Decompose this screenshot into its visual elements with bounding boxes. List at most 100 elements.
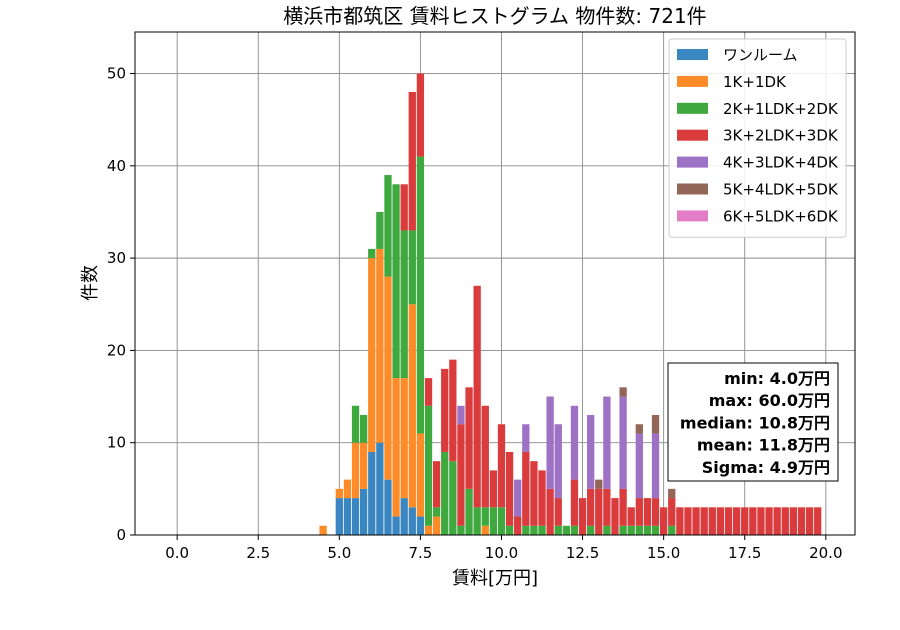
bar-segment xyxy=(765,507,773,535)
bar-segment xyxy=(554,498,562,526)
bar-segment xyxy=(351,498,360,535)
bar-segment xyxy=(587,415,595,489)
bar-segment xyxy=(676,507,684,535)
bar-segment xyxy=(473,285,481,508)
bar-segment xyxy=(400,184,408,231)
bar-segment xyxy=(465,488,473,535)
bar-segment xyxy=(416,156,425,434)
bar-segment xyxy=(546,396,554,489)
bar-segment xyxy=(546,488,554,535)
y-tick-label: 30 xyxy=(107,249,126,267)
bar-segment xyxy=(595,479,603,489)
bar-segment xyxy=(376,248,384,443)
bar-segment xyxy=(741,507,749,535)
bar-segment xyxy=(481,525,489,535)
bar-segment xyxy=(530,461,538,526)
bar-segment xyxy=(611,498,619,535)
bar-segment xyxy=(497,424,506,508)
bar-segment xyxy=(619,387,627,397)
bar-segment xyxy=(684,507,692,535)
bar-segment xyxy=(619,525,627,535)
legend-label: 1K+1DK xyxy=(723,73,787,91)
stats-line: min: 4.0万円 xyxy=(724,369,830,388)
bar-segment xyxy=(441,368,449,452)
bar-segment xyxy=(368,248,376,259)
bar-segment xyxy=(424,378,433,406)
bar-segment xyxy=(587,488,595,526)
legend-swatch xyxy=(677,75,708,87)
bar-segment xyxy=(635,424,643,434)
bar-segment xyxy=(554,525,562,535)
bar-segment xyxy=(489,507,498,535)
legend-swatch xyxy=(677,129,708,141)
legend-swatch xyxy=(677,183,708,195)
x-axis-title: 賃料[万円] xyxy=(452,568,538,589)
bar-segment xyxy=(700,507,708,535)
bar-segment xyxy=(724,507,733,535)
y-tick-label: 10 xyxy=(107,434,126,452)
bar-segment xyxy=(668,525,676,535)
bar-segment xyxy=(400,378,408,499)
x-tick-label: 0.0 xyxy=(165,544,189,562)
y-axis-ticks: 0 10 20 30 40 50 xyxy=(107,65,135,544)
bar-segment xyxy=(457,525,465,535)
bar-segment xyxy=(781,507,789,535)
chart-title: 横浜市都筑区 賃料ヒストグラム 物件数: 721件 xyxy=(283,4,706,28)
bar-segment xyxy=(660,507,668,535)
stats-line: median: 10.8万円 xyxy=(680,413,830,432)
y-tick-label: 40 xyxy=(107,157,126,175)
bar-segment xyxy=(319,525,327,535)
bar-segment xyxy=(668,498,676,526)
histogram-bars xyxy=(319,73,822,535)
legend-label: ワンルーム xyxy=(723,46,798,64)
bar-segment xyxy=(651,498,660,526)
x-tick-label: 20.0 xyxy=(809,544,842,562)
bar-segment xyxy=(635,498,643,526)
bar-segment xyxy=(408,507,416,535)
bar-segment xyxy=(562,525,570,535)
stats-line: Sigma: 4.9万円 xyxy=(702,458,830,477)
bar-segment xyxy=(368,451,376,535)
bar-segment xyxy=(578,498,587,535)
bar-segment xyxy=(343,479,352,499)
bar-segment xyxy=(627,507,635,526)
legend-swatch xyxy=(677,49,708,60)
bar-segment xyxy=(449,359,457,462)
bar-segment xyxy=(432,516,441,535)
bar-segment xyxy=(530,525,538,535)
bar-segment xyxy=(603,525,611,535)
bar-segment xyxy=(538,525,546,535)
bar-segment xyxy=(424,525,433,535)
legend-swatch xyxy=(677,156,708,168)
bar-segment xyxy=(595,488,603,535)
bar-segment xyxy=(643,525,652,535)
bar-segment xyxy=(473,507,481,535)
y-tick-label: 50 xyxy=(107,65,126,83)
bar-segment xyxy=(400,230,408,379)
bar-segment xyxy=(716,507,725,535)
bar-segment xyxy=(351,442,360,499)
bar-segment xyxy=(587,525,595,535)
bar-segment xyxy=(603,488,611,526)
bar-segment xyxy=(489,470,498,508)
bar-segment xyxy=(335,488,343,499)
bar-segment xyxy=(481,507,489,526)
bar-segment xyxy=(376,442,384,535)
bar-segment xyxy=(376,211,384,249)
stats-line: max: 60.0万円 xyxy=(709,391,830,410)
bar-segment xyxy=(408,304,416,508)
bar-segment xyxy=(692,507,700,535)
bar-segment xyxy=(627,525,635,535)
bar-segment xyxy=(789,507,798,535)
stats-line: mean: 11.8万円 xyxy=(697,436,830,455)
bar-segment xyxy=(481,405,489,508)
legend-label: 3K+2LDK+3DK xyxy=(723,127,839,145)
bar-segment xyxy=(505,525,514,535)
stats-box: min: 4.0万円 max: 60.0万円 median: 10.8万円 mean:… xyxy=(667,362,839,482)
bar-segment xyxy=(668,488,676,499)
bar-segment xyxy=(619,488,627,526)
bar-segment xyxy=(603,396,611,489)
bar-segment xyxy=(522,451,530,526)
bar-segment xyxy=(554,424,562,499)
